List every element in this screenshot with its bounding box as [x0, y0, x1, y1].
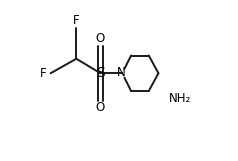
- Text: F: F: [73, 14, 80, 27]
- Text: NH₂: NH₂: [169, 92, 191, 105]
- Text: F: F: [40, 67, 47, 80]
- Text: S: S: [96, 66, 105, 80]
- Text: N: N: [117, 66, 126, 79]
- Text: O: O: [96, 32, 105, 45]
- Text: O: O: [96, 101, 105, 114]
